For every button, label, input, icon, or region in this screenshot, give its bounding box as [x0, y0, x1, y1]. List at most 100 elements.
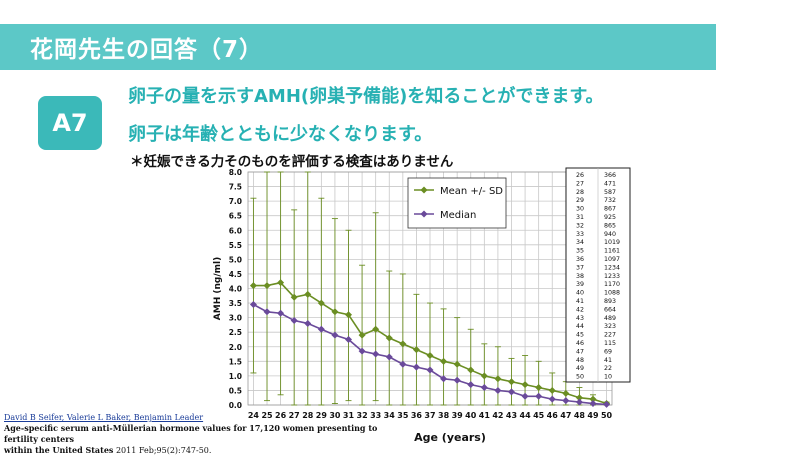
median-series-point — [453, 376, 461, 384]
median-series-point — [507, 388, 515, 396]
n-table-count: 893 — [604, 298, 616, 305]
mean-series-point — [263, 282, 271, 290]
y-tick-label: 2.5 — [229, 328, 242, 337]
citation: David B Seifer, Valerie L Baker, Benjami… — [4, 412, 404, 456]
y-tick-label: 5.5 — [229, 241, 242, 250]
answer-line-1: 卵子の量を示すAMH(卵巣予備能)を知ることができます。 — [128, 86, 604, 107]
x-tick-label: 28 — [302, 411, 314, 420]
citation-source: within the United States 2011 Feb;95(2):… — [4, 445, 404, 456]
mean-series-point — [290, 293, 298, 301]
page-title: 花岡先生の回答（7） — [30, 37, 264, 63]
n-table-count: 227 — [604, 332, 616, 339]
y-tick-label: 3.5 — [229, 299, 242, 308]
citation-authors[interactable]: David B Seifer, Valerie L Baker, Benjami… — [4, 413, 204, 422]
n-table-age: 34 — [576, 239, 584, 246]
n-table-count: 1234 — [604, 264, 620, 271]
n-table-count: 865 — [604, 222, 616, 229]
median-series-point — [345, 335, 353, 343]
median-series-point — [399, 360, 407, 368]
n-table-age: 48 — [576, 357, 584, 364]
x-tick-label: 30 — [329, 411, 341, 420]
median-series-point — [562, 397, 570, 405]
x-tick-label: 40 — [465, 411, 477, 420]
n-table-count: 41 — [604, 357, 612, 364]
median-series-point — [331, 331, 339, 339]
n-table-age: 28 — [576, 189, 584, 196]
y-tick-label: 0.0 — [229, 401, 242, 410]
y-axis-label: AMH (ng/ml) — [213, 257, 223, 320]
header-bar — [0, 24, 716, 70]
mean-series-point — [575, 394, 583, 402]
median-series-point — [290, 317, 298, 325]
median-series-point — [535, 392, 543, 400]
x-axis-label: Age (years) — [414, 431, 486, 444]
legend-label: Mean +/- SD — [440, 186, 503, 197]
y-tick-label: 3.0 — [229, 314, 242, 323]
note-text: ＊妊娠できる力そのものを評価する検査はありません — [130, 154, 454, 170]
n-table-count: 587 — [604, 189, 616, 196]
x-tick-label: 27 — [289, 411, 300, 420]
n-table-count: 1170 — [604, 281, 620, 288]
median-series-point — [249, 301, 257, 309]
median-series-point — [263, 308, 271, 316]
n-table-count: 664 — [604, 306, 616, 313]
median-series-point — [426, 366, 434, 374]
n-table-age: 44 — [576, 323, 584, 330]
x-tick-label: 25 — [261, 411, 273, 420]
mean-series-point — [453, 360, 461, 368]
x-tick-label: 44 — [520, 411, 532, 420]
y-tick-label: 4.0 — [229, 285, 242, 294]
n-table-age: 47 — [576, 348, 584, 355]
mean-series-point — [399, 340, 407, 348]
n-table-age: 32 — [576, 222, 584, 229]
n-table-age: 46 — [576, 340, 584, 347]
citation-source-rest: 2011 Feb;95(2):747-50. — [113, 446, 212, 455]
median-series-point — [494, 386, 502, 394]
n-table-count: 323 — [604, 323, 616, 330]
n-table-age: 33 — [576, 231, 584, 238]
n-table-age: 35 — [576, 248, 584, 255]
citation-title: Age-specific serum anti-Müllerian hormon… — [4, 423, 378, 444]
median-series-point — [358, 347, 366, 355]
median-series-point — [317, 325, 325, 333]
legend-box — [407, 177, 507, 229]
mean-series-point — [345, 311, 353, 319]
mean-series-point — [331, 308, 339, 316]
mean-series-point — [562, 389, 570, 397]
mean-series-point — [304, 290, 312, 298]
mean-series-point — [249, 282, 257, 290]
median-series-point — [480, 384, 488, 392]
n-table-age: 42 — [576, 306, 584, 313]
y-tick-label: 7.0 — [229, 197, 242, 206]
x-tick-label: 49 — [587, 411, 599, 420]
y-tick-label: 8.0 — [229, 168, 242, 177]
mean-series-point — [494, 375, 502, 383]
n-table-age: 30 — [576, 206, 584, 213]
n-table-count: 1233 — [604, 273, 620, 280]
x-tick-label: 24 — [248, 411, 260, 420]
x-tick-label: 37 — [424, 411, 435, 420]
x-tick-label: 26 — [275, 411, 287, 420]
legend-label: Median — [440, 210, 476, 221]
n-table-count: 115 — [604, 340, 616, 347]
n-table-count: 867 — [604, 206, 616, 213]
n-table-age: 39 — [576, 281, 584, 288]
y-tick-label: 6.5 — [229, 212, 242, 221]
mean-series-point — [521, 381, 529, 389]
x-tick-label: 46 — [547, 411, 559, 420]
citation-source-prefix: within the United States — [4, 445, 114, 455]
mean-series-point — [372, 325, 380, 333]
n-table-count: 22 — [604, 365, 612, 372]
x-tick-label: 39 — [452, 411, 464, 420]
x-tick-label: 38 — [438, 411, 450, 420]
y-tick-label: 4.5 — [229, 270, 242, 279]
x-tick-label: 50 — [601, 411, 613, 420]
x-tick-label: 42 — [492, 411, 503, 420]
x-tick-label: 36 — [411, 411, 423, 420]
y-tick-label: 2.0 — [229, 343, 242, 352]
median-series-point — [385, 353, 393, 361]
y-tick-label: 1.0 — [229, 372, 242, 381]
n-table-age: 31 — [576, 214, 584, 221]
x-tick-label: 32 — [357, 411, 368, 420]
